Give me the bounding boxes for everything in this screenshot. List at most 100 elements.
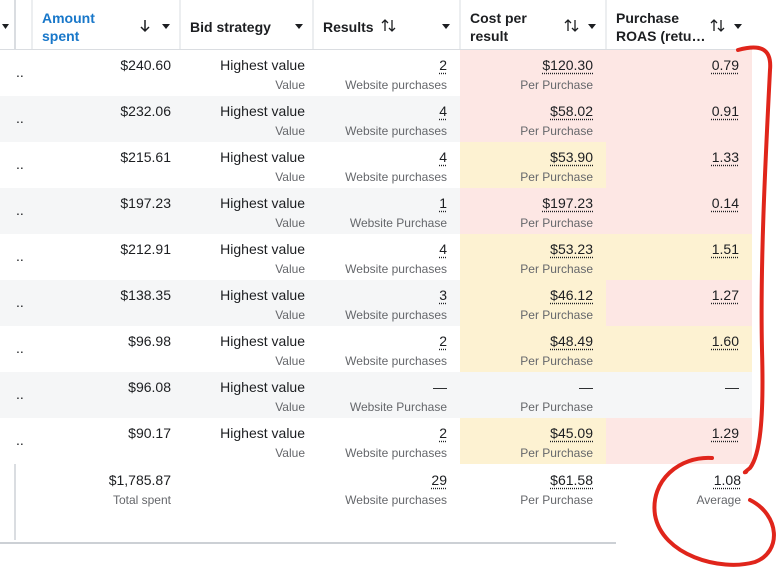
- results-label: Website Purchase: [349, 216, 447, 230]
- amount-value: $138.35: [120, 287, 171, 303]
- roas-value: 0.91: [711, 103, 739, 119]
- row-lead: ..: [16, 386, 24, 402]
- roas-highlight: [606, 142, 752, 188]
- roas-highlight: [606, 234, 752, 280]
- footer-results: 29: [431, 472, 447, 488]
- bid-value: Highest value: [220, 57, 305, 73]
- cost-label: Per Purchase: [520, 216, 593, 230]
- roas-value: 0.14: [711, 195, 739, 211]
- row-lead: ..: [16, 248, 24, 264]
- amount-value: $96.98: [128, 333, 171, 349]
- bid-label: Value: [275, 170, 305, 184]
- results-value: 4: [439, 149, 447, 165]
- dropdown-icon: [734, 24, 742, 29]
- cost-highlight: [460, 50, 606, 96]
- bid-label: Value: [275, 262, 305, 276]
- row-lead: ..: [16, 294, 24, 310]
- cost-value: $45.09: [550, 425, 593, 441]
- dropdown-icon: [295, 24, 303, 29]
- cost-label: Per Purchase: [520, 308, 593, 322]
- cost-label: Per Purchase: [520, 354, 593, 368]
- cost-value: $120.30: [542, 57, 593, 73]
- cost-highlight: [460, 326, 606, 372]
- cost-highlight: [460, 142, 606, 188]
- row-lead: ..: [16, 202, 24, 218]
- bid-label: Value: [275, 354, 305, 368]
- cost-highlight: [460, 280, 606, 326]
- results-value: 4: [439, 241, 447, 257]
- dropdown-icon: [162, 24, 170, 29]
- bid-value: Highest value: [220, 379, 305, 395]
- results-value: 2: [439, 425, 447, 441]
- footer-cost: $61.58: [550, 472, 593, 488]
- amount-value: $240.60: [120, 57, 171, 73]
- column-header: Results: [323, 19, 374, 35]
- bid-label: Value: [275, 78, 305, 92]
- scrollbar: [0, 542, 616, 544]
- footer-cost-label: Per Purchase: [520, 493, 593, 507]
- header-row: [0, 0, 752, 50]
- row-lead: ..: [16, 432, 24, 448]
- amount-value: $96.08: [128, 379, 171, 395]
- sort-icon: [564, 19, 579, 32]
- results-label: Website purchases: [345, 446, 447, 460]
- row-lead: ..: [16, 64, 24, 80]
- roas-highlight: [606, 96, 752, 142]
- sort-arrow: [140, 20, 150, 33]
- bid-label: Value: [275, 216, 305, 230]
- annotation-circle: [652, 455, 776, 567]
- row-lead: ..: [16, 156, 24, 172]
- results-label: Website purchases: [345, 124, 447, 138]
- dropdown-icon: [442, 24, 450, 29]
- results-label: Website purchases: [345, 308, 447, 322]
- roas-value: 1.27: [711, 287, 739, 303]
- footer-amount-label: Total spent: [112, 493, 171, 507]
- bid-value: Highest value: [220, 333, 305, 349]
- cost-label: Per Purchase: [520, 446, 593, 460]
- bid-value: Highest value: [220, 287, 305, 303]
- roas-value: 1.60: [711, 333, 739, 349]
- cost-label: Per Purchase: [520, 124, 593, 138]
- amount-value: $212.91: [120, 241, 171, 257]
- cost-value: $46.12: [550, 287, 593, 303]
- roas-highlight: [606, 326, 752, 372]
- bid-value: Highest value: [220, 425, 305, 441]
- cost-label: Per Purchase: [520, 170, 593, 184]
- bid-label: Value: [275, 446, 305, 460]
- results-value: 2: [439, 333, 447, 349]
- roas-highlight: [606, 50, 752, 96]
- amount-value: $232.06: [120, 103, 171, 119]
- cost-highlight: [460, 188, 606, 234]
- results-value: —: [433, 379, 447, 395]
- cost-value: $48.49: [550, 333, 593, 349]
- cost-label: Per Purchase: [520, 78, 593, 92]
- sort-icon: [710, 19, 725, 32]
- row-lead: ..: [16, 110, 24, 126]
- roas-value: 1.29: [711, 425, 739, 441]
- cost-value: $58.02: [550, 103, 593, 119]
- column-header: Purchase ROAS (retu…: [616, 10, 706, 44]
- row-background: [0, 372, 752, 418]
- amount-value: $197.23: [120, 195, 171, 211]
- results-value: 1: [439, 195, 447, 211]
- bid-value: Highest value: [220, 103, 305, 119]
- roas-highlight: [606, 280, 752, 326]
- bid-value: Highest value: [220, 149, 305, 165]
- column-header: Bid strategy: [190, 19, 271, 35]
- footer-roas-label: Average: [696, 493, 741, 507]
- amount-value: $90.17: [128, 425, 171, 441]
- roas-value: 1.51: [711, 241, 739, 257]
- results-value: 4: [439, 103, 447, 119]
- cost-label: Per Purchase: [520, 400, 593, 414]
- roas-value: 1.33: [711, 149, 739, 165]
- footer-results-label: Website purchases: [345, 493, 447, 507]
- cost-highlight: [460, 418, 606, 464]
- column-header: Cost per result: [470, 10, 527, 44]
- dropdown-icon: [2, 24, 9, 29]
- bid-value: Highest value: [220, 195, 305, 211]
- cost-value: —: [579, 379, 593, 395]
- results-label: Website Purchase: [349, 400, 447, 414]
- roas-value: —: [725, 379, 739, 395]
